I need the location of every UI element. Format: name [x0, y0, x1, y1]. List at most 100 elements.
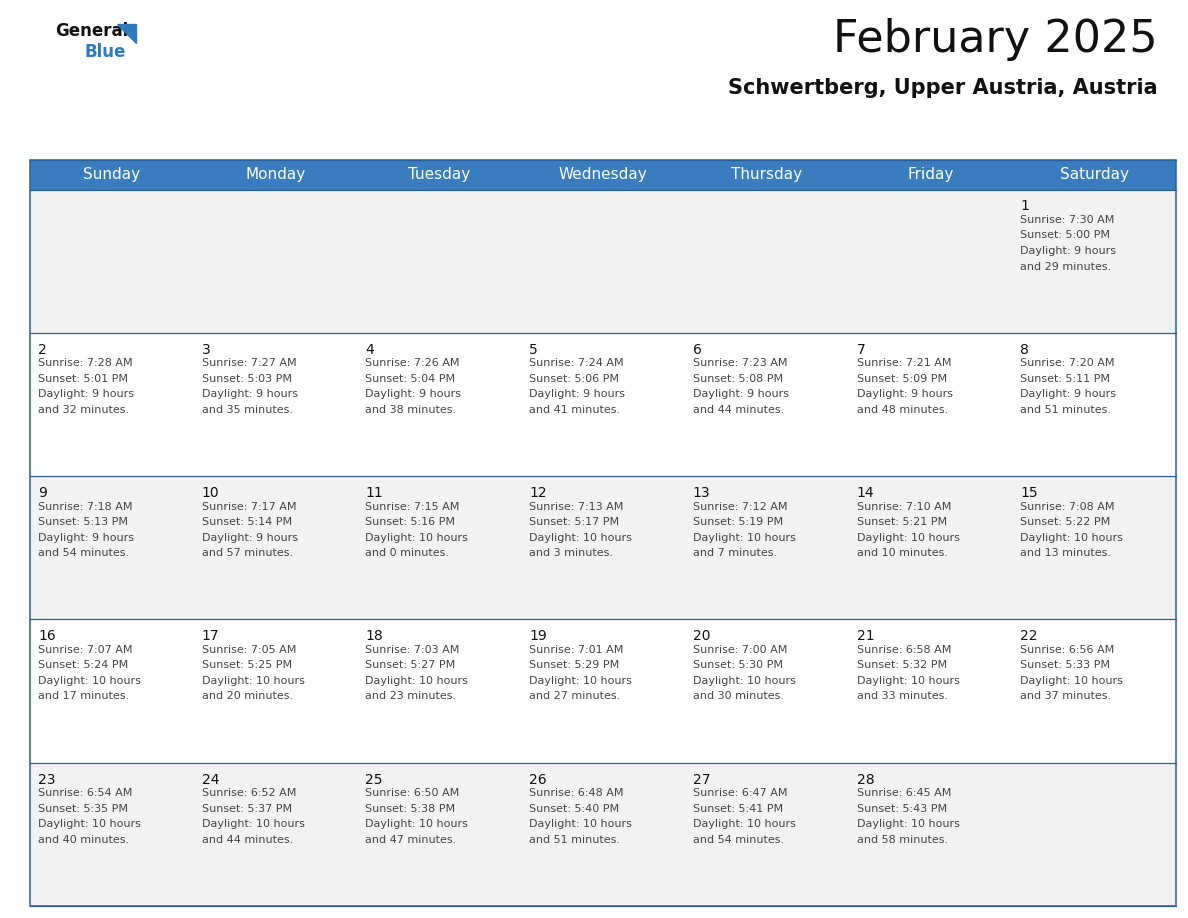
Text: 7: 7	[857, 342, 865, 357]
Text: Sunset: 5:03 PM: Sunset: 5:03 PM	[202, 374, 292, 384]
Text: and 54 minutes.: and 54 minutes.	[693, 834, 784, 845]
Text: Daylight: 10 hours: Daylight: 10 hours	[38, 676, 141, 686]
Text: Sunset: 5:14 PM: Sunset: 5:14 PM	[202, 517, 292, 527]
Bar	[30, 476, 1176, 620]
Text: and 29 minutes.: and 29 minutes.	[1020, 262, 1112, 272]
Text: Sunrise: 7:24 AM: Sunrise: 7:24 AM	[529, 358, 624, 368]
Text: Thursday: Thursday	[731, 167, 802, 183]
Text: 9: 9	[38, 487, 46, 500]
Text: Sunrise: 6:50 AM: Sunrise: 6:50 AM	[366, 789, 460, 798]
Text: Sunrise: 7:10 AM: Sunrise: 7:10 AM	[857, 501, 950, 511]
Text: Daylight: 10 hours: Daylight: 10 hours	[38, 819, 141, 829]
Text: and 48 minutes.: and 48 minutes.	[857, 405, 948, 415]
Text: 27: 27	[693, 773, 710, 787]
Text: Daylight: 9 hours: Daylight: 9 hours	[38, 389, 134, 399]
Text: Sunrise: 7:05 AM: Sunrise: 7:05 AM	[202, 645, 296, 655]
Text: and 37 minutes.: and 37 minutes.	[1020, 691, 1112, 701]
Text: and 44 minutes.: and 44 minutes.	[202, 834, 293, 845]
Text: Sunrise: 6:56 AM: Sunrise: 6:56 AM	[1020, 645, 1114, 655]
Text: and 33 minutes.: and 33 minutes.	[857, 691, 948, 701]
Text: Sunrise: 7:07 AM: Sunrise: 7:07 AM	[38, 645, 133, 655]
Bar	[30, 160, 1176, 906]
Text: 17: 17	[202, 630, 220, 644]
Text: Sunset: 5:00 PM: Sunset: 5:00 PM	[1020, 230, 1111, 241]
Text: and 58 minutes.: and 58 minutes.	[857, 834, 948, 845]
Text: Sunset: 5:24 PM: Sunset: 5:24 PM	[38, 660, 128, 670]
Text: Sunday: Sunday	[83, 167, 140, 183]
Text: Daylight: 9 hours: Daylight: 9 hours	[693, 389, 789, 399]
Text: and 41 minutes.: and 41 minutes.	[529, 405, 620, 415]
Text: Sunrise: 7:15 AM: Sunrise: 7:15 AM	[366, 501, 460, 511]
Text: and 54 minutes.: and 54 minutes.	[38, 548, 129, 558]
Bar	[30, 620, 1176, 763]
Text: Tuesday: Tuesday	[409, 167, 470, 183]
Text: Sunset: 5:38 PM: Sunset: 5:38 PM	[366, 803, 455, 813]
Text: Sunset: 5:01 PM: Sunset: 5:01 PM	[38, 374, 128, 384]
Text: and 7 minutes.: and 7 minutes.	[693, 548, 777, 558]
Text: 28: 28	[857, 773, 874, 787]
Text: Sunrise: 7:18 AM: Sunrise: 7:18 AM	[38, 501, 133, 511]
Text: Daylight: 9 hours: Daylight: 9 hours	[857, 389, 953, 399]
Text: Sunrise: 6:58 AM: Sunrise: 6:58 AM	[857, 645, 950, 655]
Text: Sunset: 5:04 PM: Sunset: 5:04 PM	[366, 374, 455, 384]
Text: Sunrise: 6:52 AM: Sunrise: 6:52 AM	[202, 789, 296, 798]
Bar	[30, 160, 1176, 189]
Text: Sunset: 5:35 PM: Sunset: 5:35 PM	[38, 803, 128, 813]
Text: and 17 minutes.: and 17 minutes.	[38, 691, 129, 701]
Text: Sunrise: 7:23 AM: Sunrise: 7:23 AM	[693, 358, 788, 368]
Text: 26: 26	[529, 773, 546, 787]
Text: 25: 25	[366, 773, 383, 787]
Text: Sunset: 5:21 PM: Sunset: 5:21 PM	[857, 517, 947, 527]
Text: 14: 14	[857, 487, 874, 500]
Text: Daylight: 10 hours: Daylight: 10 hours	[1020, 676, 1123, 686]
Text: Wednesday: Wednesday	[558, 167, 647, 183]
Bar	[30, 763, 1176, 906]
Text: 1: 1	[1020, 199, 1029, 214]
Text: Sunrise: 7:17 AM: Sunrise: 7:17 AM	[202, 501, 296, 511]
Text: Sunrise: 7:12 AM: Sunrise: 7:12 AM	[693, 501, 788, 511]
Text: 3: 3	[202, 342, 210, 357]
Text: Sunrise: 7:03 AM: Sunrise: 7:03 AM	[366, 645, 460, 655]
Text: 24: 24	[202, 773, 220, 787]
Text: Sunrise: 7:28 AM: Sunrise: 7:28 AM	[38, 358, 133, 368]
Text: 23: 23	[38, 773, 56, 787]
Text: Sunrise: 7:00 AM: Sunrise: 7:00 AM	[693, 645, 788, 655]
Text: Daylight: 10 hours: Daylight: 10 hours	[529, 676, 632, 686]
Text: 18: 18	[366, 630, 384, 644]
Text: Sunrise: 6:45 AM: Sunrise: 6:45 AM	[857, 789, 950, 798]
Text: Daylight: 10 hours: Daylight: 10 hours	[857, 676, 960, 686]
Text: Daylight: 10 hours: Daylight: 10 hours	[857, 819, 960, 829]
Text: Sunset: 5:17 PM: Sunset: 5:17 PM	[529, 517, 619, 527]
Text: Sunset: 5:08 PM: Sunset: 5:08 PM	[693, 374, 783, 384]
Text: Schwertberg, Upper Austria, Austria: Schwertberg, Upper Austria, Austria	[728, 78, 1158, 98]
Text: and 0 minutes.: and 0 minutes.	[366, 548, 449, 558]
Text: Sunrise: 7:08 AM: Sunrise: 7:08 AM	[1020, 501, 1114, 511]
Text: Daylight: 10 hours: Daylight: 10 hours	[202, 819, 304, 829]
Text: 6: 6	[693, 342, 702, 357]
Text: General: General	[55, 22, 128, 40]
Text: Sunset: 5:16 PM: Sunset: 5:16 PM	[366, 517, 455, 527]
Text: Sunset: 5:40 PM: Sunset: 5:40 PM	[529, 803, 619, 813]
Text: 21: 21	[857, 630, 874, 644]
Text: Sunrise: 7:27 AM: Sunrise: 7:27 AM	[202, 358, 296, 368]
Text: Sunset: 5:29 PM: Sunset: 5:29 PM	[529, 660, 619, 670]
Text: 16: 16	[38, 630, 56, 644]
Text: Daylight: 10 hours: Daylight: 10 hours	[529, 819, 632, 829]
Text: and 57 minutes.: and 57 minutes.	[202, 548, 292, 558]
Text: Sunset: 5:11 PM: Sunset: 5:11 PM	[1020, 374, 1111, 384]
Text: and 10 minutes.: and 10 minutes.	[857, 548, 948, 558]
Text: Sunset: 5:32 PM: Sunset: 5:32 PM	[857, 660, 947, 670]
Bar	[30, 333, 1176, 476]
Text: Sunset: 5:41 PM: Sunset: 5:41 PM	[693, 803, 783, 813]
Text: February 2025: February 2025	[833, 18, 1158, 61]
Text: Sunset: 5:33 PM: Sunset: 5:33 PM	[1020, 660, 1111, 670]
Text: Sunrise: 7:26 AM: Sunrise: 7:26 AM	[366, 358, 460, 368]
Text: Sunrise: 7:20 AM: Sunrise: 7:20 AM	[1020, 358, 1114, 368]
Text: Sunrise: 7:13 AM: Sunrise: 7:13 AM	[529, 501, 624, 511]
Text: Daylight: 10 hours: Daylight: 10 hours	[857, 532, 960, 543]
Text: and 23 minutes.: and 23 minutes.	[366, 691, 456, 701]
Text: Sunrise: 7:30 AM: Sunrise: 7:30 AM	[1020, 215, 1114, 225]
Text: and 40 minutes.: and 40 minutes.	[38, 834, 129, 845]
Polygon shape	[118, 24, 137, 43]
Text: Daylight: 10 hours: Daylight: 10 hours	[693, 819, 796, 829]
